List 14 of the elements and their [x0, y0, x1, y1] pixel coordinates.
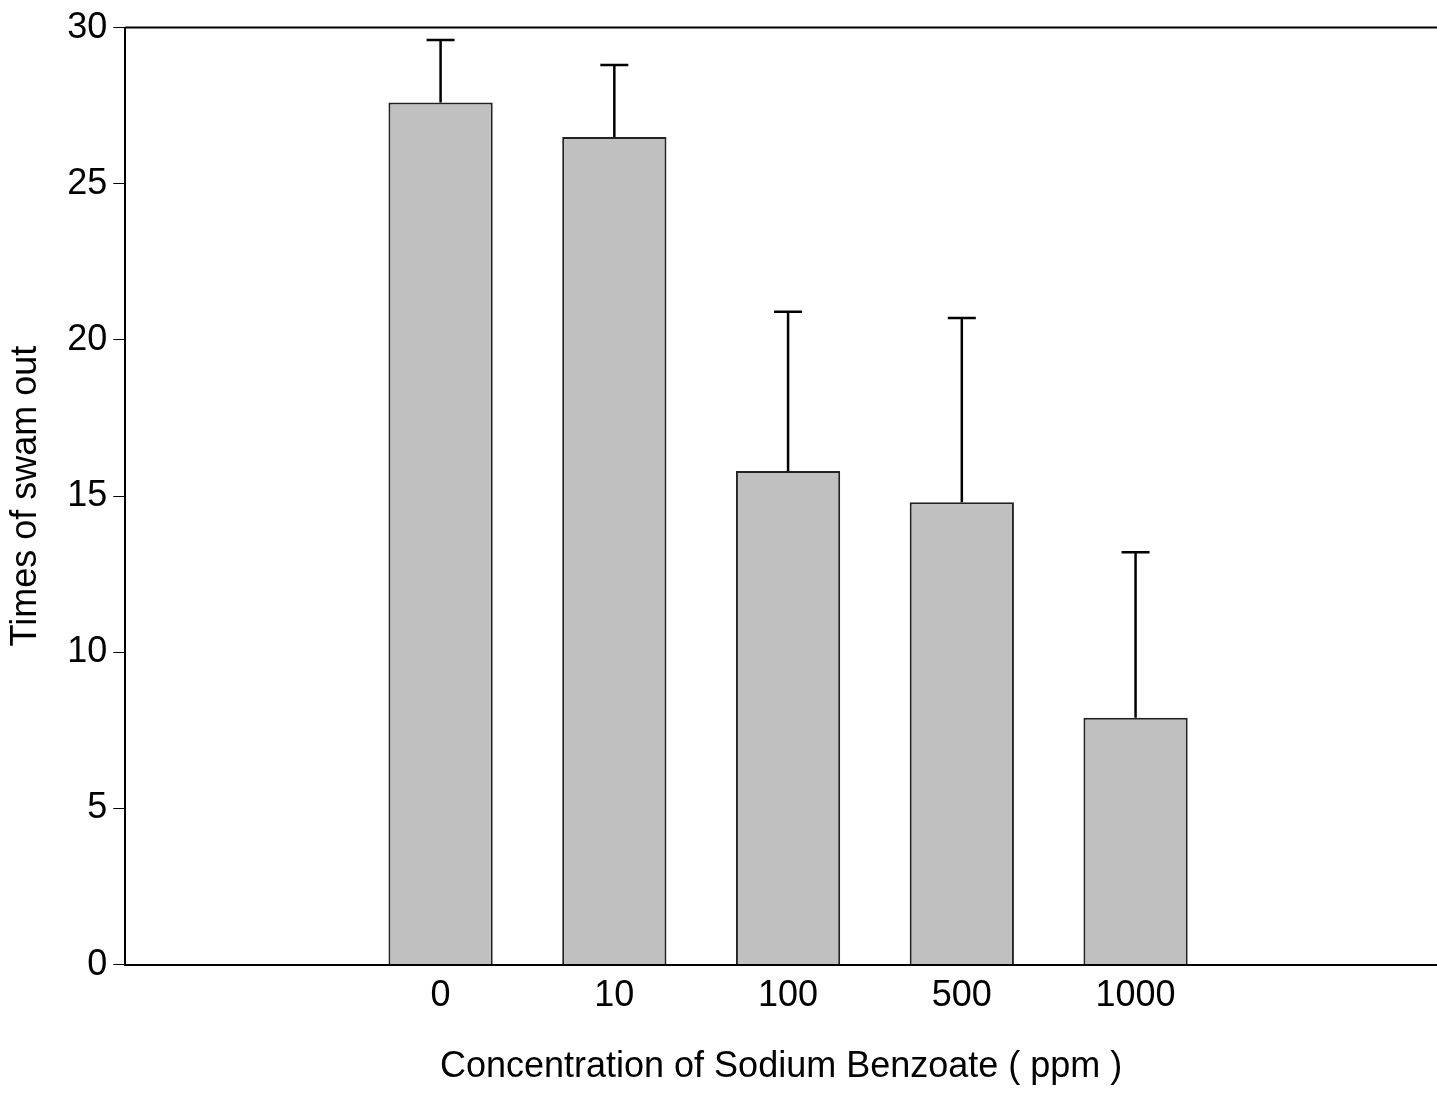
y-tick-label: 25 [67, 160, 108, 202]
x-tick-label: 0 [430, 973, 451, 1015]
y-tick-label: 10 [67, 629, 108, 671]
x-axis-title: Concentration of Sodium Benzoate ( ppm ) [439, 1044, 1123, 1086]
y-axis-title: Times of swam out [2, 345, 44, 647]
x-tick-label: 500 [931, 973, 992, 1015]
x-tick-label: 100 [758, 973, 819, 1015]
x-tick-label: 1000 [1095, 973, 1176, 1015]
y-tick-label: 15 [67, 473, 108, 515]
y-tick-label: 20 [67, 316, 108, 358]
x-tick-label: 10 [594, 973, 635, 1015]
y-tick-label: 30 [67, 4, 108, 46]
y-tick-label: 5 [87, 785, 108, 827]
y-tick-label: 0 [87, 941, 108, 983]
